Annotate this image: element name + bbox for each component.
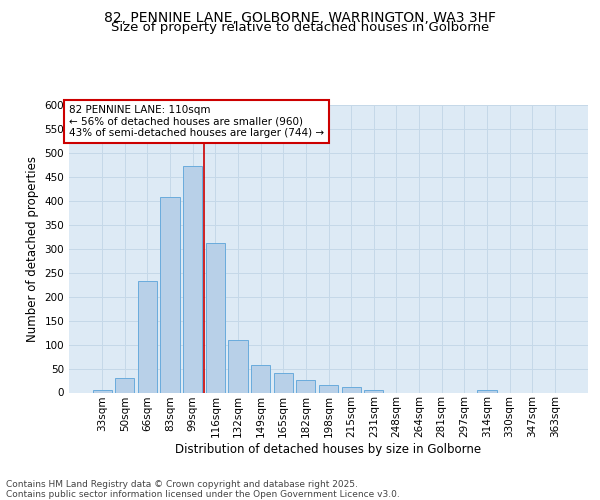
Bar (251, 365, 270, 392)
Bar (115, 378, 134, 392)
Bar (138, 282, 157, 393)
X-axis label: Distribution of detached houses by size in Golborne: Distribution of detached houses by size … (175, 443, 482, 456)
Bar (319, 386, 338, 392)
Text: Size of property relative to detached houses in Golborne: Size of property relative to detached ho… (111, 22, 489, 35)
Text: 82, PENNINE LANE, GOLBORNE, WARRINGTON, WA3 3HF: 82, PENNINE LANE, GOLBORNE, WARRINGTON, … (104, 11, 496, 25)
Bar (206, 242, 225, 392)
Text: 82 PENNINE LANE: 110sqm
← 56% of detached houses are smaller (960)
43% of semi-d: 82 PENNINE LANE: 110sqm ← 56% of detache… (69, 105, 324, 138)
Bar (183, 166, 202, 392)
Text: Contains HM Land Registry data © Crown copyright and database right 2025.
Contai: Contains HM Land Registry data © Crown c… (6, 480, 400, 499)
Bar (92, 390, 112, 392)
Bar (477, 390, 497, 392)
Bar (296, 380, 316, 392)
Y-axis label: Number of detached properties: Number of detached properties (26, 156, 39, 342)
Bar (341, 387, 361, 392)
Bar (274, 374, 293, 392)
Bar (364, 390, 383, 392)
Bar (229, 340, 248, 392)
Bar (160, 198, 180, 392)
